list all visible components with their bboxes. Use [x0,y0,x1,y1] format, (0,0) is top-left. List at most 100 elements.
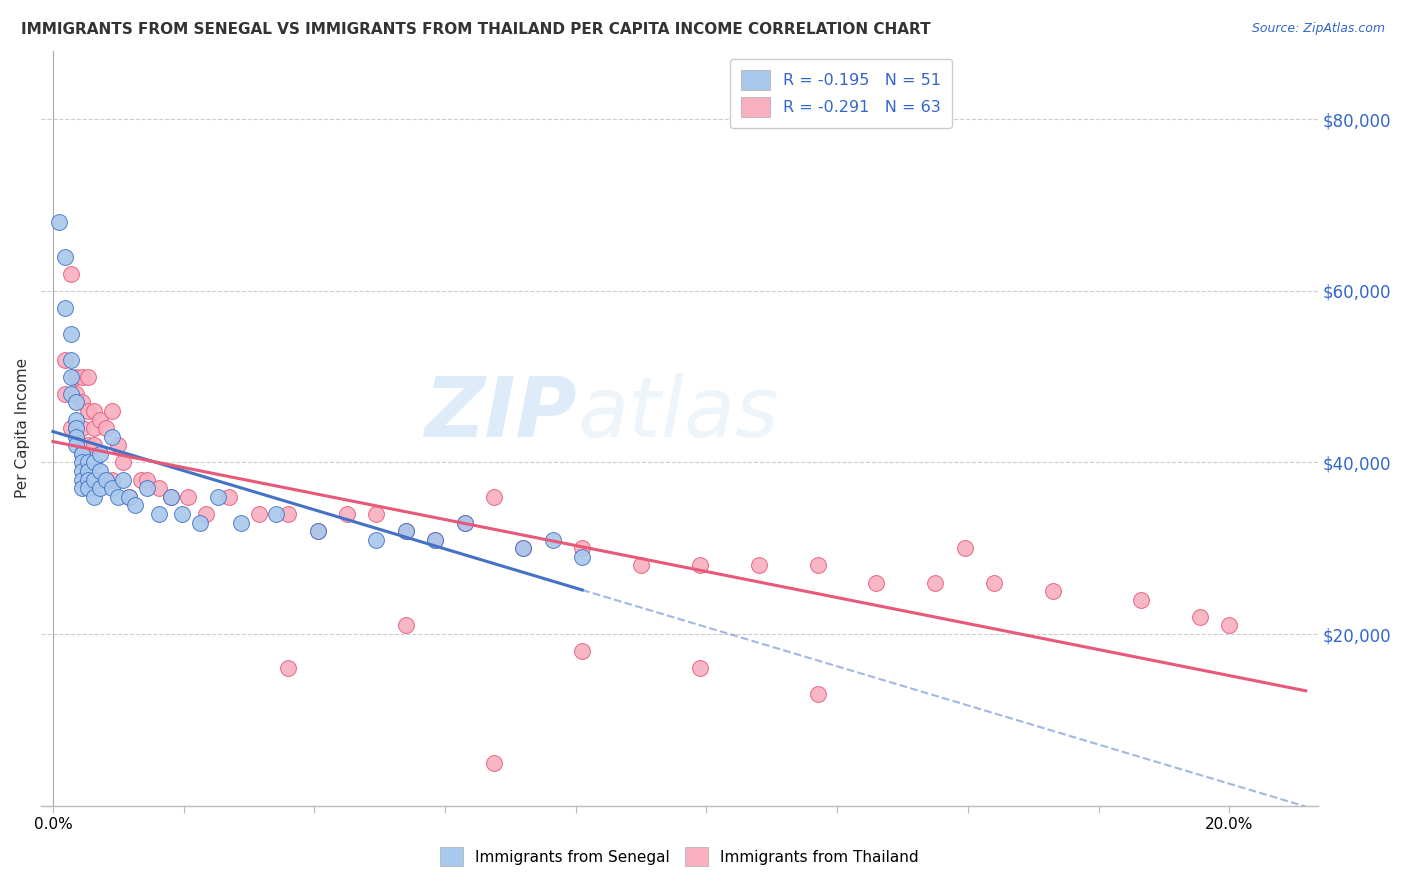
Point [307,524,329,538]
Point [72,473,94,487]
Point [159,490,181,504]
Point [229,516,252,530]
Point [59,369,82,384]
Point [65,421,87,435]
Point [395,524,418,538]
Point [65,387,87,401]
Point [89,473,111,487]
Point [148,507,170,521]
Point [48,215,70,229]
Point [112,473,135,487]
Point [124,499,146,513]
Text: ZIP: ZIP [425,373,578,453]
Text: Source: ZipAtlas.com: Source: ZipAtlas.com [1251,22,1385,36]
Point [118,490,141,504]
Point [159,490,181,504]
Point [65,430,87,444]
Point [395,524,418,538]
Point [59,387,82,401]
Point [924,575,946,590]
Point [112,455,135,469]
Point [53,352,76,367]
Point [77,369,100,384]
Point [748,558,770,573]
Point [72,369,94,384]
Point [571,644,593,658]
Point [453,516,475,530]
Point [865,575,887,590]
Point [129,473,152,487]
Point [94,473,117,487]
Point [77,404,100,418]
Point [72,455,94,469]
Point [277,507,299,521]
Point [395,618,418,632]
Point [100,430,122,444]
Point [1218,618,1240,632]
Point [541,533,564,547]
Point [77,464,100,478]
Point [65,369,87,384]
Point [689,558,711,573]
Point [218,490,240,504]
Point [366,507,388,521]
Point [266,507,288,521]
Point [136,481,159,495]
Point [983,575,1005,590]
Point [194,507,217,521]
Point [72,447,94,461]
Point [1130,592,1153,607]
Point [571,549,593,564]
Point [100,481,122,495]
Point [59,421,82,435]
Point [100,473,122,487]
Point [482,756,505,770]
Point [89,412,111,426]
Point [366,533,388,547]
Point [482,490,505,504]
Point [77,438,100,452]
Legend: Immigrants from Senegal, Immigrants from Thailand: Immigrants from Senegal, Immigrants from… [432,839,927,873]
Point [72,395,94,409]
Point [83,421,105,435]
Point [53,250,76,264]
Point [59,267,82,281]
Point [94,421,117,435]
Point [77,455,100,469]
Point [89,447,111,461]
Point [59,352,82,367]
Point [118,490,141,504]
Point [83,473,105,487]
Point [53,301,76,315]
Point [72,481,94,495]
Point [307,524,329,538]
Point [83,455,105,469]
Point [1042,584,1064,599]
Point [630,558,652,573]
Point [107,490,129,504]
Point [83,473,105,487]
Text: IMMIGRANTS FROM SENEGAL VS IMMIGRANTS FROM THAILAND PER CAPITA INCOME CORRELATIO: IMMIGRANTS FROM SENEGAL VS IMMIGRANTS FR… [21,22,931,37]
Point [806,687,828,701]
Point [1188,610,1211,624]
Point [100,404,122,418]
Y-axis label: Per Capita Income: Per Capita Income [15,358,30,499]
Point [806,558,828,573]
Point [207,490,229,504]
Point [188,516,211,530]
Point [83,438,105,452]
Point [72,438,94,452]
Point [107,438,129,452]
Point [512,541,534,556]
Point [72,447,94,461]
Point [425,533,447,547]
Point [148,481,170,495]
Point [72,464,94,478]
Point [65,421,87,435]
Point [177,490,200,504]
Point [72,421,94,435]
Point [689,661,711,675]
Point [94,473,117,487]
Point [83,490,105,504]
Point [425,533,447,547]
